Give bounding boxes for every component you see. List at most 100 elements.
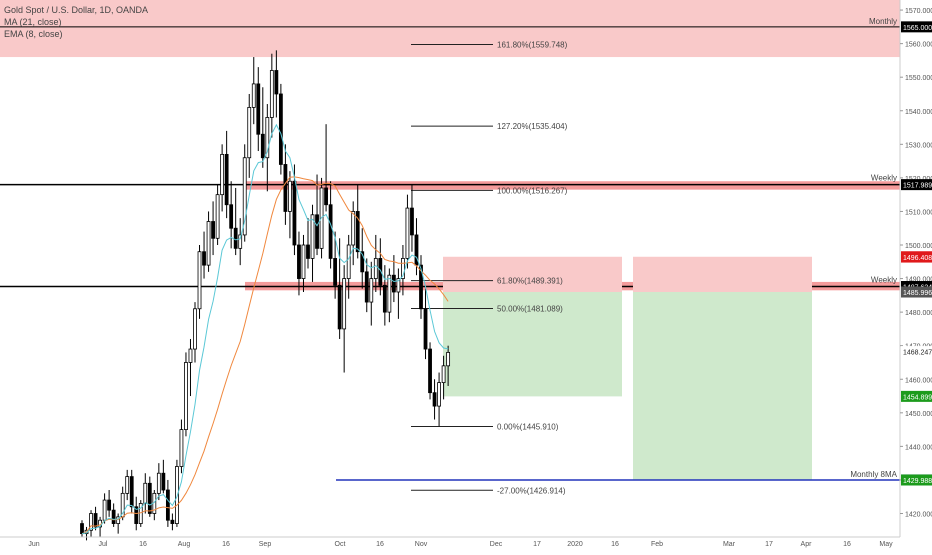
candle-body [324,187,328,206]
ema8-legend: EMA (8, close) [4,29,63,39]
candle-body [414,234,419,266]
candle-body [179,429,184,467]
weekly-zone-label-lower: Weekly [871,276,897,285]
candle-body [80,523,84,535]
fib-label: 161.80%(1559.748) [497,40,568,49]
position-stop-zone [633,256,812,292]
ema8-line [81,123,449,535]
candle-body [278,93,283,165]
price-tick-label: 1500.000 [905,243,932,250]
price-tick-label: 1530.000 [905,142,932,149]
candle-body [342,278,347,330]
price-label-box [901,346,932,358]
candle-body [437,382,441,407]
candle-body [170,519,175,524]
candle-body [283,164,288,212]
candle-body [337,284,342,330]
fib-label: 61.80%(1489.391) [497,277,563,286]
price-label-box [901,21,932,33]
fib-label: -27.00%(1426.914) [497,486,566,495]
price-tick-label: 1460.000 [905,377,932,384]
time-tick-label: Jun [28,541,39,548]
candle-body [360,251,365,273]
candle-body [382,284,387,313]
time-tick-label: Jul [99,541,108,548]
time-tick-label: Feb [651,541,663,548]
fib-label: 0.00%(1445.910) [497,423,559,432]
time-tick-label: 16 [139,541,147,548]
candle-body [107,499,112,511]
price-label: 1496.408 [903,255,932,262]
candle-body [125,476,130,494]
candle-body [129,476,134,508]
price-tick-label: 1420.000 [905,512,932,519]
time-tick-label: Dec [490,541,503,548]
ma21-line [81,176,449,535]
candle-body [410,207,414,236]
candle-body [206,221,211,266]
candle-body [165,489,170,521]
candle-body [143,482,148,504]
candle-body [446,352,451,367]
candle-body [292,180,297,246]
price-label: 1429.988 [903,478,932,485]
price-label-box [901,390,932,402]
candle-body [247,107,252,159]
candle-body [242,157,247,236]
time-tick-label: Oct [335,541,346,548]
candle-body [184,362,188,431]
time-tick-label: 17 [765,541,773,548]
price-tick-label: 1540.000 [905,109,932,116]
candle-body [346,244,351,279]
candle-body [251,83,256,108]
candle-body [369,278,374,303]
time-tick-label: 2020 [567,541,583,548]
ma21-legend: MA (21, close) [4,17,62,27]
candle-body [220,153,225,196]
time-tick-label: 16 [843,541,851,548]
price-tick-label: 1440.000 [905,444,932,451]
candle-body [432,392,437,407]
price-tick-label: 1480.000 [905,310,932,317]
candle-body [405,207,410,259]
candle-body [288,180,292,212]
candle-body [387,274,392,313]
price-label: 1565.000 [903,25,932,32]
candle-body [351,211,356,246]
candle-body [328,204,333,259]
candle-body [265,117,270,159]
candle-body [224,153,229,206]
candle-body [355,211,360,253]
candle-body [161,472,166,491]
candle-body [202,251,206,266]
candle-body [333,258,338,286]
price-label: 1454.899 [903,394,932,401]
time-tick-label: Sep [259,541,272,548]
price-label-box [901,474,932,486]
time-tick-label: Aug [178,541,191,548]
candle-body [93,513,98,528]
candle-body [378,258,383,286]
position-stop-zone [443,256,622,292]
candle-body [301,244,306,279]
weekly-zone-upper [245,181,900,190]
price-tick-label: 1570.000 [905,8,932,15]
time-tick-label: Mar [723,541,736,548]
candle-body [156,472,161,494]
candle-body [306,244,310,259]
monthly-8ma-label: Monthly 8MA [850,470,897,479]
monthly-zone [0,0,900,58]
time-tick-label: 16 [222,541,230,548]
monthly-zone-label: Monthly [869,17,897,26]
candle-body [310,214,315,259]
candle-body [211,221,215,239]
symbol-title: Gold Spot / U.S. Dollar, 1D, OANDA [4,5,149,15]
candle-body [89,513,93,531]
time-tick-label: May [879,541,893,548]
price-tick-label: 1560.000 [905,42,932,49]
candle-body [274,70,279,95]
candle-body [401,258,405,279]
time-tick-label: 17 [533,541,541,548]
